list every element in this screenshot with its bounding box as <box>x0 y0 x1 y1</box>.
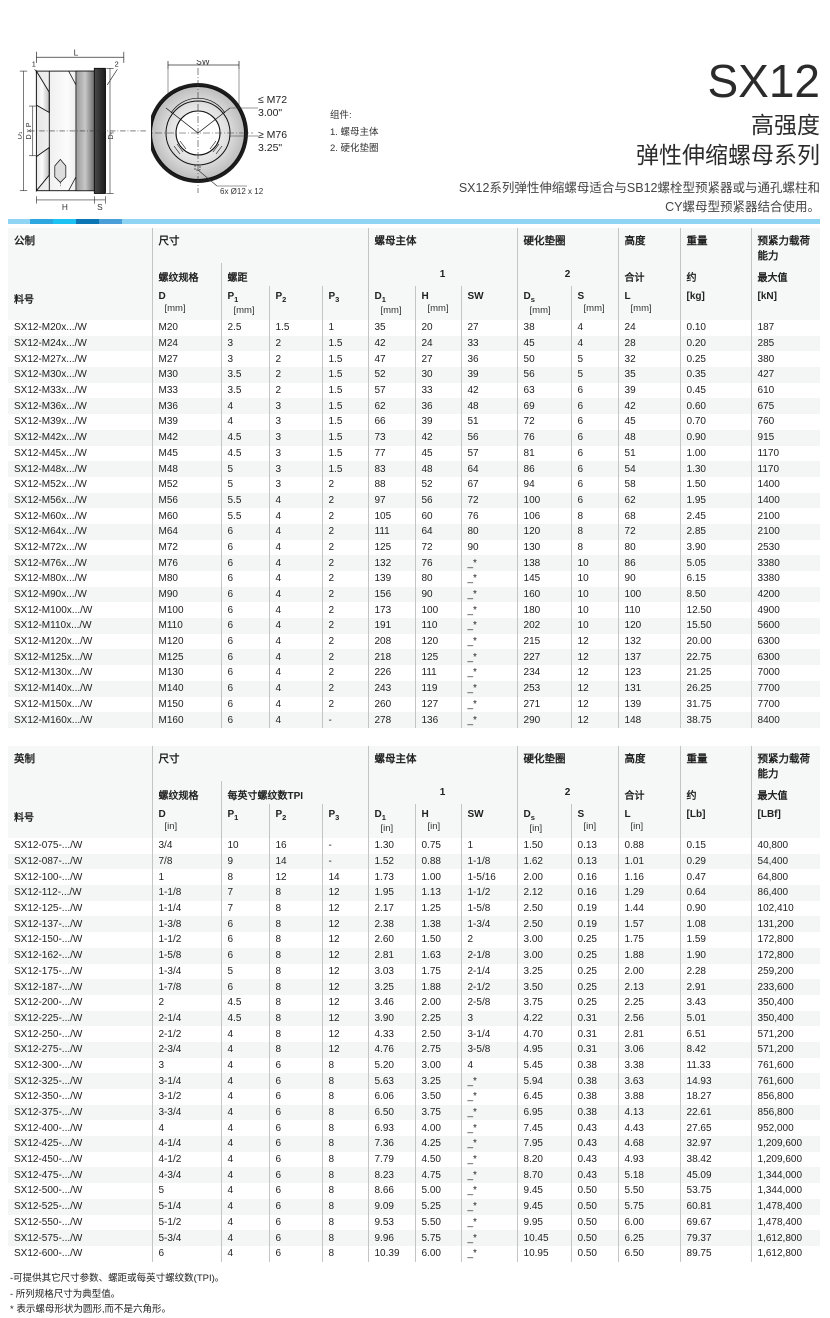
svg-text:≤ M72: ≤ M72 <box>258 94 287 106</box>
svg-text:6x Ø12 x 12: 6x Ø12 x 12 <box>220 187 264 196</box>
svg-text:SW: SW <box>196 60 210 67</box>
svg-text:3.00": 3.00" <box>258 107 282 119</box>
svg-text:S: S <box>97 203 103 212</box>
svg-text:D x P: D x P <box>26 122 33 139</box>
svg-text:2: 2 <box>115 60 119 69</box>
svg-text:3.25": 3.25" <box>258 142 282 154</box>
svg-text:D₁: D₁ <box>18 131 24 139</box>
svg-text:1: 1 <box>32 60 36 69</box>
svg-text:L: L <box>74 48 79 57</box>
svg-text:H: H <box>62 203 68 212</box>
svg-text:D₅: D₅ <box>106 131 115 139</box>
svg-text:≥ M76: ≥ M76 <box>258 129 287 141</box>
